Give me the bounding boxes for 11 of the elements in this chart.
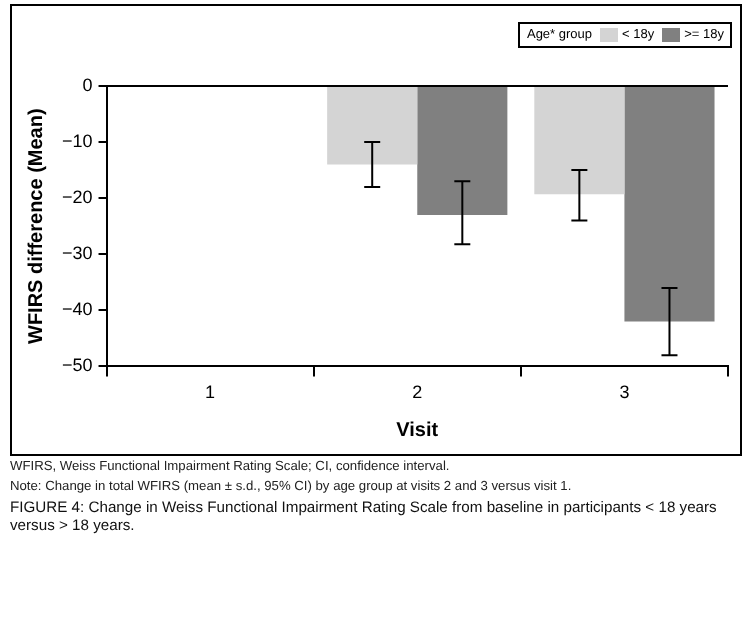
y-axis-title: WFIRS difference (Mean) [25,108,48,344]
x-tick-label: 1 [205,382,216,403]
x-tick-label: 3 [619,382,630,403]
x-tick-label: 2 [412,382,423,403]
x-axis-title: Visit [396,419,440,442]
y-tick-label: −10 [61,131,93,152]
y-tick-label: −50 [61,355,93,376]
y-tick-label: −20 [61,187,93,208]
y-tick-label: 0 [82,74,93,95]
y-tick-label: −40 [61,299,93,320]
y-tick-label: −30 [61,243,93,264]
